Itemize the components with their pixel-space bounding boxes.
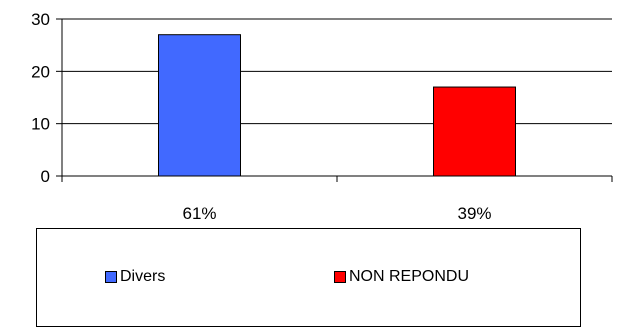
legend-label-non-repondu: NON REPONDU <box>349 268 470 285</box>
legend: Divers NON REPONDU <box>36 228 581 327</box>
chart: 0 10 20 30 61% 39% <box>31 10 613 223</box>
bar-divers <box>158 34 241 177</box>
y-tick-label: 0 <box>41 167 50 186</box>
y-tick-label: 30 <box>31 10 50 29</box>
bars <box>158 34 516 177</box>
y-tick-label: 20 <box>31 62 50 81</box>
x-axis-labels: 61% 39% <box>182 204 491 223</box>
x-tick-label: 39% <box>457 204 491 223</box>
axes <box>61 19 613 182</box>
legend-swatch-divers <box>105 271 117 283</box>
legend-swatch-non-repondu <box>334 271 346 283</box>
x-tick-label: 61% <box>182 204 216 223</box>
bar-non-repondu <box>433 86 516 177</box>
legend-item-non-repondu: NON REPONDU <box>334 268 469 286</box>
legend-item-divers: Divers <box>105 268 165 286</box>
y-axis-ticks: 0 10 20 30 <box>31 10 62 186</box>
y-tick-label: 10 <box>31 115 50 134</box>
gridlines <box>62 18 612 125</box>
legend-label-divers: Divers <box>120 268 166 285</box>
